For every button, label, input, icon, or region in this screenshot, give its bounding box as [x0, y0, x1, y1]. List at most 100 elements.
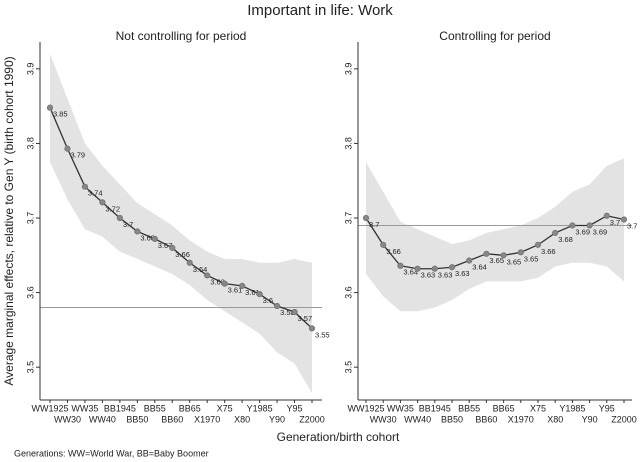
x-tick-label: Y90 [582, 414, 598, 424]
y-tick-label: 3.5 [343, 361, 353, 374]
data-label: 3.64 [403, 268, 418, 277]
x-tick-label: WW35 [71, 403, 98, 413]
marker [448, 264, 456, 271]
marker [534, 241, 542, 248]
data-label: 3.64 [472, 263, 487, 272]
x-tick-label: X80 [547, 414, 563, 424]
x-tick-label: WW40 [89, 414, 116, 424]
x-tick-label: Y90 [269, 414, 285, 424]
marker [99, 199, 106, 206]
x-axis-label: Generation/birth cohort [277, 430, 400, 444]
x-tick-label: X80 [234, 414, 250, 424]
x-tick-label: WW1925 [31, 403, 68, 413]
marker [517, 249, 524, 256]
x-tick-label: BB55 [458, 403, 480, 413]
data-label: 3.61 [228, 286, 243, 295]
line [365, 215, 625, 270]
y-tick-label: 3.7 [25, 212, 35, 225]
marker [273, 302, 281, 310]
x-tick-label: BB65 [493, 403, 515, 413]
data-label: 3.58 [280, 308, 295, 317]
x-tick-label: Z2000 [299, 414, 325, 424]
x-tick-label: Y1985 [247, 403, 273, 413]
marker [186, 259, 193, 266]
x-tick-label: Y95 [287, 403, 303, 413]
chart-title: Important in life: Work [247, 2, 393, 19]
marker [169, 244, 176, 251]
x-tick-label: X1970 [194, 414, 220, 424]
marker [414, 265, 421, 272]
data-label: 3.63 [455, 269, 470, 278]
marker [256, 290, 263, 298]
data-label: 3.65 [489, 256, 504, 265]
panel-title: Not controlling for period [116, 29, 247, 43]
x-tick-label: X75 [217, 403, 233, 413]
data-label: 3.69 [575, 227, 590, 236]
data-label: 3.65 [524, 254, 539, 263]
data-label: 3.7 [123, 220, 133, 229]
x-tick-label: BB65 [179, 403, 201, 413]
y-tick-label: 3.6 [343, 286, 353, 299]
data-label: 3.61 [245, 288, 260, 297]
panel-title: Controlling for period [439, 29, 550, 43]
x-tick-label: BB1945 [419, 403, 451, 413]
y-axis-label: Average marginal effects, relative to Ge… [2, 56, 16, 385]
x-tick-label: X75 [530, 403, 546, 413]
data-label: 3.62 [210, 277, 225, 286]
confidence-band [50, 53, 312, 394]
marker [500, 252, 507, 259]
marker [483, 250, 490, 257]
marker [221, 280, 228, 287]
y-tick-label: 3.5 [25, 361, 35, 374]
x-tick-label: WW30 [54, 414, 81, 424]
data-label: 3.55 [315, 330, 330, 339]
marker [308, 325, 316, 332]
x-tick-label: WW35 [387, 403, 414, 413]
note: Generations: WW=World War, BB=Baby Boome… [14, 448, 209, 458]
data-label: 3.66 [386, 247, 401, 256]
data-label: 3.6 [263, 296, 273, 305]
y-tick-label: 3.9 [343, 63, 353, 76]
data-label: 3.85 [53, 110, 68, 119]
data-label: 3.66 [541, 247, 556, 256]
y-tick-label: 3.7 [343, 212, 353, 225]
marker [603, 212, 610, 219]
data-label: 3.63 [438, 271, 453, 280]
data-label: 3.7 [627, 221, 637, 230]
data-label: 3.65 [507, 257, 522, 266]
data-label: 3.63 [421, 271, 436, 280]
x-tick-label: BB50 [441, 414, 463, 424]
marker [397, 262, 404, 269]
data-label: 3.7 [369, 220, 379, 229]
marker [64, 145, 71, 152]
data-label: 3.72 [105, 204, 120, 213]
confidence-band [366, 158, 624, 312]
y-tick-label: 3.6 [25, 286, 35, 299]
y-tick-label: 3.8 [25, 137, 35, 150]
x-tick-label: Y95 [599, 403, 615, 413]
marker [362, 214, 370, 222]
x-tick-label: BB60 [161, 414, 183, 424]
data-label: 3.68 [558, 235, 573, 244]
marker [134, 228, 141, 235]
data-label: 3.69 [593, 227, 608, 236]
data-label: 3.66 [175, 250, 190, 259]
x-tick-label: Y1985 [559, 403, 585, 413]
data-label: 3.79 [70, 151, 85, 160]
line [49, 107, 313, 329]
x-tick-label: BB50 [126, 414, 148, 424]
data-label: 3.67 [158, 241, 173, 250]
data-label: 3.7 [610, 218, 620, 227]
marker [466, 257, 473, 264]
marker [569, 222, 576, 229]
x-tick-label: BB1945 [104, 403, 136, 413]
data-label: 3.64 [193, 265, 208, 274]
data-label: 3.68 [140, 233, 155, 242]
marker [81, 183, 89, 190]
marker [116, 214, 123, 222]
data-label: 3.57 [298, 314, 313, 323]
x-tick-label: WW30 [370, 414, 397, 424]
marker [431, 265, 438, 272]
x-tick-label: X1970 [508, 414, 534, 424]
